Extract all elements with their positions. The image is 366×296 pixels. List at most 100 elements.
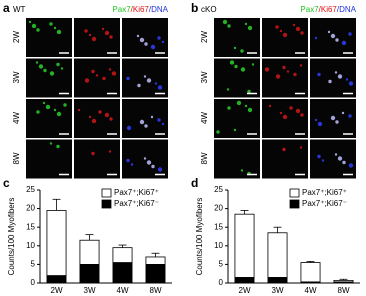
cell — [328, 79, 332, 84]
row-label: 8W — [12, 152, 21, 164]
cell — [348, 163, 354, 168]
bar-segment — [112, 262, 133, 284]
cell — [111, 71, 117, 76]
bar-segment — [234, 213, 255, 278]
cell — [157, 118, 161, 122]
y-tick-label: 15 — [214, 222, 223, 231]
cell — [146, 160, 152, 165]
cell — [91, 69, 95, 74]
cell — [88, 115, 92, 119]
legend-label: Pax7⁺;Ki67⁻ — [302, 199, 347, 208]
y-tick-label: 0 — [31, 278, 36, 287]
cell — [279, 111, 283, 115]
genotype-label: WT — [13, 5, 26, 14]
cell — [295, 26, 301, 32]
cell — [282, 147, 286, 152]
cell — [109, 35, 113, 39]
cell — [295, 108, 301, 114]
cell — [314, 36, 318, 40]
legend-swatch — [289, 199, 300, 209]
cell — [91, 118, 97, 124]
cell — [42, 101, 46, 105]
bar-segment — [79, 263, 100, 284]
cell — [234, 64, 238, 69]
cell — [227, 106, 231, 110]
channel-name: /DNA — [337, 5, 357, 14]
genotype-label: cKO — [201, 5, 217, 14]
bar-segment — [145, 263, 166, 284]
cell — [139, 119, 145, 125]
bar-segment — [267, 277, 288, 284]
cell — [345, 78, 349, 81]
cell — [157, 36, 161, 40]
error-bar — [240, 210, 249, 215]
cell — [108, 150, 112, 153]
cell — [104, 112, 110, 118]
cell — [268, 104, 272, 108]
cell — [341, 111, 345, 115]
channel-name: Pax7 — [300, 5, 319, 14]
channel-name: /Ki67 — [319, 5, 338, 14]
cell — [143, 157, 147, 160]
y-tick-label: 10 — [26, 241, 35, 250]
cell — [222, 19, 228, 25]
cell — [102, 76, 106, 81]
channel-name: /Ki67 — [131, 5, 150, 14]
cell — [31, 23, 37, 29]
cell — [247, 25, 253, 31]
cell — [251, 63, 255, 66]
legend-swatch — [101, 199, 112, 209]
bar-segment — [112, 247, 133, 263]
cell — [348, 114, 352, 118]
micrograph — [214, 99, 260, 138]
micrograph — [122, 18, 168, 57]
cell — [299, 146, 303, 149]
bar-segment — [267, 232, 288, 278]
cell — [35, 61, 39, 64]
micrograph — [310, 139, 356, 179]
x-tick-label: 3W — [84, 286, 96, 295]
y-axis-label: Counts/100 Myofibers — [7, 198, 16, 276]
cell — [233, 46, 237, 50]
cell — [146, 78, 152, 83]
cell — [317, 154, 321, 159]
y-tick-label: 0 — [219, 278, 224, 287]
cell — [77, 108, 81, 112]
cell — [226, 88, 230, 91]
cell — [150, 44, 156, 50]
legend-label: Pax7⁺;Ki67⁺ — [302, 188, 347, 197]
x-tick-label: 8W — [338, 286, 350, 295]
cell — [28, 20, 32, 24]
channel-name: /DNA — [149, 5, 169, 14]
micrograph — [74, 99, 120, 138]
cell — [49, 71, 55, 76]
cell — [282, 32, 288, 38]
cell — [240, 49, 244, 53]
cell — [279, 29, 283, 33]
cell — [286, 70, 290, 73]
micrograph — [310, 58, 356, 98]
bar-segment — [46, 210, 67, 276]
cell — [289, 106, 293, 110]
y-tick-label: 5 — [219, 260, 224, 269]
y-axis-label: Counts/100 Myofibers — [195, 198, 204, 276]
cell — [317, 121, 323, 127]
error-bar — [306, 261, 315, 263]
cell — [240, 169, 244, 172]
cell — [236, 100, 242, 106]
cell — [293, 72, 297, 77]
cell — [348, 32, 352, 36]
cell — [53, 26, 57, 30]
bar-segment — [79, 239, 100, 265]
cell — [151, 164, 155, 169]
bar-segment — [145, 256, 166, 265]
cell — [126, 76, 130, 81]
micrograph — [262, 18, 308, 57]
cell — [161, 122, 165, 126]
cell — [240, 67, 246, 72]
cell — [56, 29, 62, 35]
cell — [330, 115, 336, 121]
cell — [144, 42, 148, 46]
